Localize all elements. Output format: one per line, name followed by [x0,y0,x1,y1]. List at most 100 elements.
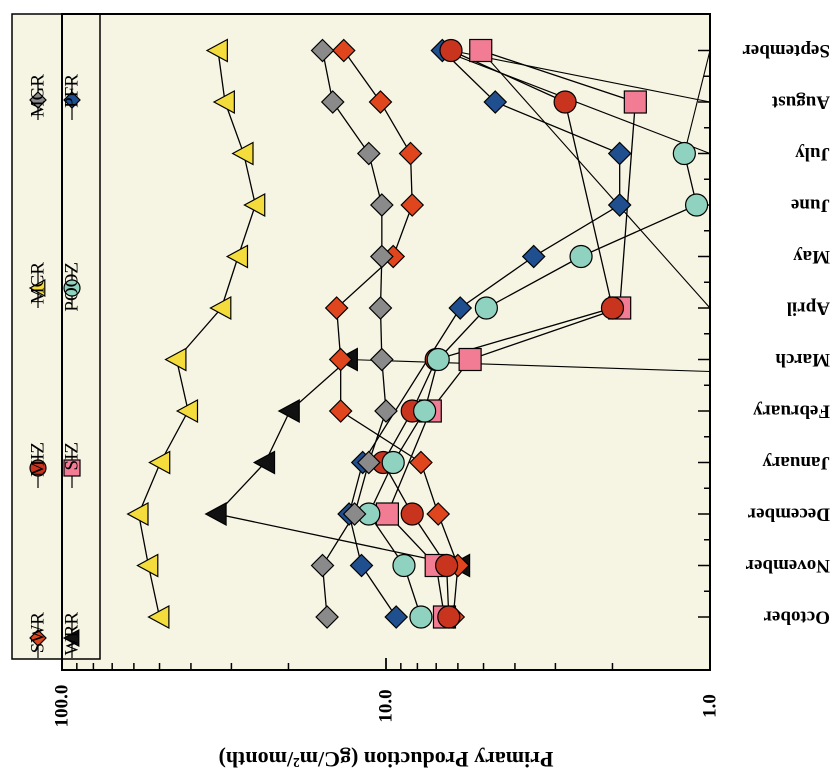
marker-mgr [369,193,394,217]
marker-swr [426,502,451,526]
y-tick-label: 10.0 [376,689,397,722]
marker-pooz [672,141,696,166]
leader-lines [347,49,711,373]
marker-mcr [164,347,187,372]
legend-label: SIZ [62,442,83,471]
marker-pooz [569,244,593,269]
legend-entry-wrr: WRR [62,612,83,658]
marker-swr [331,38,356,63]
marker-swr [328,347,353,372]
marker-mcr [205,38,228,63]
leader-line-miz [450,49,711,103]
marker-mcr [225,244,249,269]
marker-mgr [369,347,394,372]
marker-siz [469,38,493,63]
marker-pooz [409,605,433,629]
y-axis-title: Primary Production (gC/m²/month) [219,747,554,772]
marker-swr [368,90,393,114]
legend-label: WRR [62,612,83,656]
legend-entry-mcr: MCR [28,262,49,308]
legend-label: SWR [28,612,49,654]
marker-pfr [607,141,632,166]
marker-swr [400,193,425,217]
x-tick-labels: October November December January February Ma… [742,40,830,628]
legend-label: POOZ [62,262,83,312]
plot-background [62,14,710,670]
marker-pooz [413,399,437,423]
marker-swr [328,399,353,423]
legend-swatch-marker [62,628,80,648]
legend-entry-siz: SIZ [62,442,83,488]
legend-label: PFR [62,74,83,108]
legend-label: MCR [28,262,49,305]
marker-mgr [310,38,335,63]
legend-label: MGR [28,74,49,118]
x-tick-label: December [747,504,830,525]
marker-mgr [342,502,367,526]
legend-swatch-marker [29,91,47,109]
marker-pfr [483,90,508,114]
marker-pooz [392,553,416,578]
x-tick-label: May [793,246,830,267]
legend-entry-pfr: PFR [62,74,83,120]
x-tick-label: October [763,607,830,628]
marker-pooz [684,193,709,217]
legend: WRR SIZ PFR SWR MIZ POOZ MCR MGR [11,13,101,660]
y-tick-label: 100.0 [52,685,73,728]
marker-swr [398,141,423,166]
legend-entry-mgr: MGR [28,74,49,120]
marker-miz [435,553,459,578]
marker-miz [553,90,577,114]
leader-line-wrr [347,358,711,373]
marker-pfr [521,244,546,269]
legend-swatch-marker [63,91,81,109]
marker-mcr [243,192,266,218]
marker-miz [600,296,625,320]
marker-wrr [204,501,227,527]
marker-swr [324,296,349,320]
x-tick-label: January [762,452,830,473]
marker-wrr [252,450,276,475]
leader-line-pooz [683,50,711,154]
series-line-swr [335,50,459,618]
marker-pfr [349,553,374,578]
marker-mcr [231,141,254,166]
series-line-pfr [348,50,621,618]
x-tick-label: July [795,143,830,164]
x-tick-label: November [745,555,830,576]
x-tick-label: September [742,40,830,61]
legend-swatch-marker [63,459,81,477]
marker-pooz [426,347,450,372]
legend-swatch-marker [29,629,47,647]
marker-miz [400,502,424,526]
x-tick-label: April [787,298,830,319]
y-tick-label: 1.0 [700,694,721,718]
plot-frame [61,13,711,671]
marker-mgr [369,244,394,269]
legend-entry-miz: MIZ [28,442,49,488]
marker-mgr [356,450,381,475]
legend-entry-swr: SWR [28,612,49,658]
marker-mcr [147,604,170,630]
marker-pfr [384,605,409,629]
marker-mgr [356,141,381,166]
x-tick-label: February [752,401,830,422]
series-line-mcr [137,50,257,618]
marker-wrr [277,398,300,424]
marker-mcr [212,89,235,115]
leader-line-siz [480,50,711,309]
marker-pooz [474,296,498,320]
legend-entry-pooz: POOZ [62,262,83,312]
marker-mcr [136,553,159,578]
marker-pfr [448,296,473,320]
marker-mgr [310,553,335,578]
y-tick-labels: 1.0 10.0 100.0 [52,685,721,728]
marker-siz [458,347,482,372]
marker-mgr [315,605,339,629]
x-tick-label: August [771,92,830,113]
series-markers [126,38,709,630]
legend-swatch-marker [29,459,47,477]
series-line-pooz [368,153,698,618]
